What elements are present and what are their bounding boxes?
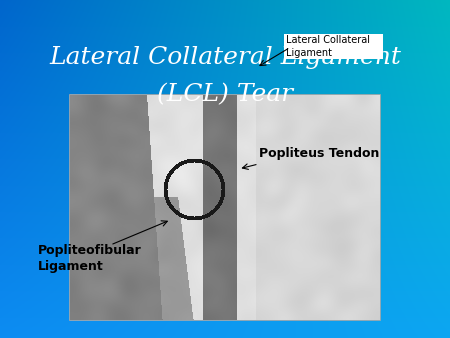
Text: Lateral Collateral Ligament: Lateral Collateral Ligament — [49, 46, 401, 69]
Text: (LCL) Tear: (LCL) Tear — [157, 83, 293, 106]
FancyBboxPatch shape — [284, 34, 382, 59]
Bar — [70, 95, 380, 320]
Text: Popliteus Tendon: Popliteus Tendon — [259, 147, 379, 160]
Text: Popliteofibular
Ligament: Popliteofibular Ligament — [38, 244, 142, 273]
Text: Lateral Collateral
Ligament: Lateral Collateral Ligament — [286, 35, 370, 57]
